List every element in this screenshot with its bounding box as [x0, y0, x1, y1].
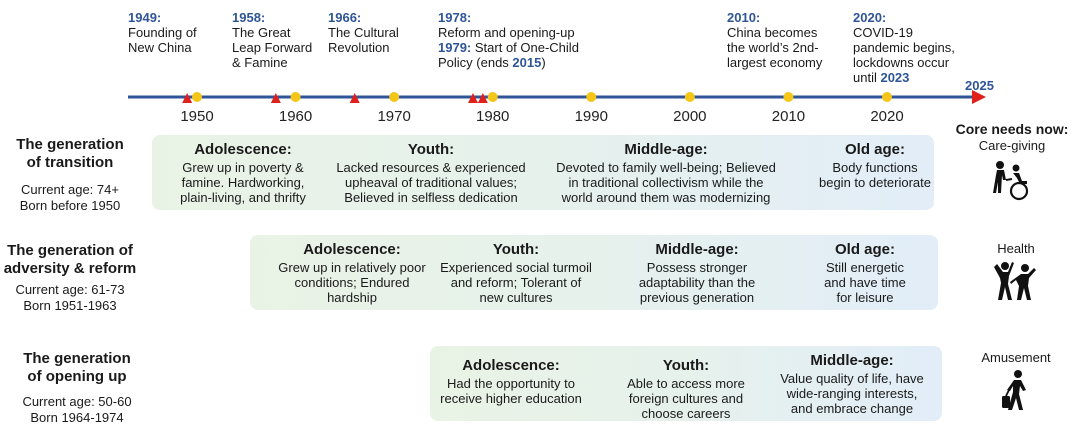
event-marker-1978: [468, 93, 478, 103]
stage-adolescence: Adolescence: Had the opportunity to rece…: [440, 357, 582, 406]
needs-amusement: Amusement: [946, 350, 1080, 417]
stage-youth: Youth: Able to access more foreign cultu…: [627, 357, 745, 421]
generation-title: The generation of adversity & reform: [3, 242, 137, 277]
event-2010: 2010: China becomes the world’s 2nd- lar…: [727, 10, 823, 70]
generation-opening-up: The generation of opening up Current age…: [7, 350, 147, 426]
stage-middle-age: Middle-age: Value quality of life, have …: [780, 352, 924, 416]
decade-dot-1980: [487, 92, 498, 102]
decade-label-1950: 1950: [180, 108, 214, 125]
decade-dot-1960: [290, 92, 301, 102]
generation-title: The generation of transition: [16, 136, 124, 171]
decade-label-1990: 1990: [574, 108, 608, 125]
needs-heading: Core needs now:: [955, 121, 1069, 137]
event-marker-1979: [477, 93, 488, 103]
decade-dot-2010: [783, 92, 794, 102]
generation-meta: Current age: 74+ Born before 1950: [19, 182, 121, 213]
decade-label-1960: 1960: [278, 108, 313, 125]
decade-dot-1950: [192, 92, 202, 102]
traveler-luggage-icon: [1002, 370, 1026, 410]
needs-health: Health: [946, 241, 1080, 311]
decade-dot-1970: [389, 92, 400, 102]
event-marker-1949: [182, 93, 193, 103]
stage-adolescence: Adolescence: Grew up in relatively poor …: [278, 241, 426, 305]
generation-title: The generation of opening up: [23, 350, 131, 385]
caregiver-wheelchair-icon: [993, 161, 1029, 201]
event-2020: 2020: COVID-19 pandemic begins, lockdown…: [853, 10, 955, 85]
generation-transition: The generation of transition Current age…: [0, 136, 140, 214]
decade-label-1980: 1980: [476, 108, 510, 125]
event-1949: 1949: Founding of New China: [128, 10, 197, 55]
stage-adolescence: Adolescence: Grew up in poverty & famine…: [180, 141, 306, 205]
stage-youth: Youth: Lacked resources & experienced up…: [336, 141, 526, 205]
generation-meta: Current age: 61-73 Born 1951-1963: [15, 282, 125, 313]
decade-label-1970: 1970: [377, 108, 411, 125]
stage-middle-age: Middle-age: Possess stronger adaptabilit…: [638, 241, 756, 305]
stage-old-age: Old age: Still energetic and have time f…: [824, 241, 906, 305]
needs-caregiving: Core needs now: Care-giving: [942, 121, 1080, 207]
generation-opening-up-band: [430, 346, 942, 421]
decade-dot-2020: [882, 92, 892, 102]
decade-label-2000: 2000: [673, 108, 707, 125]
event-1966: 1966: The Cultural Revolution: [328, 10, 399, 55]
stage-middle-age: Middle-age: Devoted to family well-being…: [556, 141, 776, 205]
generation-adversity-reform: The generation of adversity & reform Cur…: [0, 242, 140, 314]
generation-transition-band: [152, 135, 934, 210]
stage-youth: Youth: Experienced social turmoil and re…: [440, 241, 592, 305]
event-1978-1979: 1978: Reform and opening-up 1979: Start …: [438, 10, 579, 70]
decade-label-2010: 2010: [771, 108, 806, 125]
stage-old-age: Old age: Body functions begin to deterio…: [818, 141, 932, 190]
generation-meta: Current age: 50-60 Born 1964-1974: [22, 394, 132, 425]
decade-label-2020: 2020: [870, 108, 904, 125]
event-marker-1966: [349, 93, 360, 103]
decade-dot-1990: [586, 92, 597, 102]
timeline-axis: [128, 90, 986, 104]
event-marker-1958: [270, 93, 281, 103]
exercise-people-icon: [994, 262, 1036, 300]
timeline-end-year: 2025: [965, 78, 994, 93]
timeline-end-arrow: [972, 90, 986, 104]
generation-adversity-reform-band: [250, 235, 938, 310]
decade-dot-2000: [684, 92, 695, 102]
event-1958: 1958: The Great Leap Forward & Famine: [232, 10, 313, 70]
